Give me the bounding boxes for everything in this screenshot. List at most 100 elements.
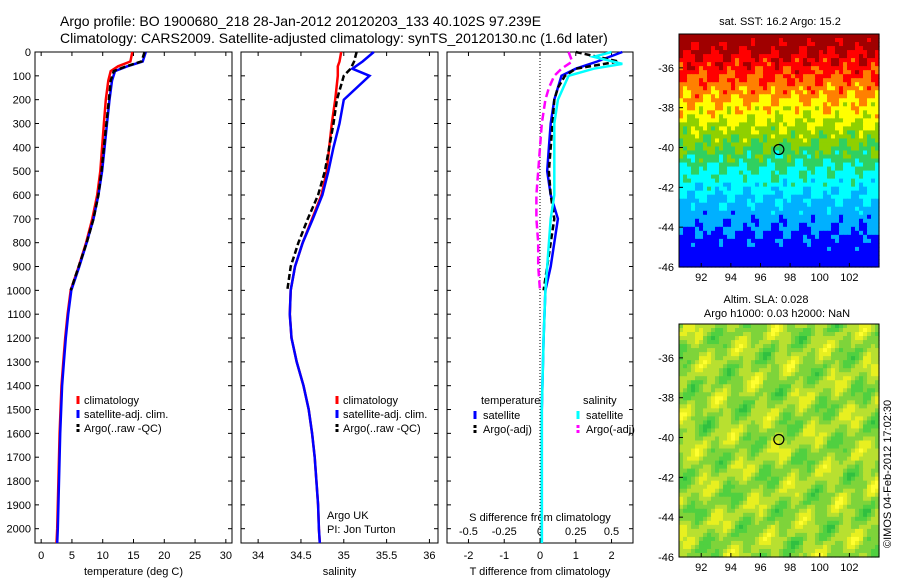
map-cell (771, 34, 776, 39)
map-cell (871, 400, 876, 405)
map-cell (823, 384, 828, 389)
map-cell (815, 54, 820, 59)
map-cell (843, 190, 848, 196)
y-tick-label: 400 (13, 142, 31, 154)
map-cell (695, 250, 700, 256)
map-cell (711, 66, 716, 71)
map-cell (775, 262, 780, 268)
map-cell (691, 178, 696, 184)
map-cell (863, 170, 868, 176)
map-cell (855, 178, 860, 184)
map-cell (827, 110, 832, 115)
map-cell (803, 218, 808, 224)
map-cell (695, 66, 700, 71)
map-cell (791, 130, 796, 136)
map-cell (775, 102, 780, 107)
map-cell (835, 218, 840, 224)
map-cell (755, 396, 760, 401)
map-cell (811, 444, 816, 450)
map-cell (683, 90, 688, 95)
map-cell (795, 348, 800, 353)
map-cell (867, 372, 872, 377)
map-cell (755, 376, 760, 381)
map-cell (815, 368, 820, 373)
map-cell (683, 70, 688, 75)
map-cell (699, 324, 704, 329)
map-cell (755, 214, 760, 220)
map-cell (803, 94, 808, 99)
map-cell (803, 412, 808, 417)
map-cell (739, 444, 744, 450)
map-cell (771, 440, 776, 446)
map-cell (763, 102, 768, 107)
map-cell (851, 118, 856, 123)
map-cell (779, 460, 784, 466)
map-cell (851, 66, 856, 71)
map-cell (831, 174, 836, 180)
map-cell (783, 340, 788, 345)
map-cell (691, 182, 696, 188)
map-cell (739, 234, 744, 240)
map-cell (703, 432, 708, 438)
map-cell (727, 372, 732, 377)
map-cell (807, 142, 812, 148)
map-cell (871, 158, 876, 164)
map-cell (739, 190, 744, 196)
map-cell (831, 122, 836, 127)
map-cell (683, 384, 688, 389)
map-cell (691, 404, 696, 409)
map-cell (679, 34, 684, 39)
map-cell (735, 102, 740, 107)
map-cell (831, 130, 836, 136)
map-cell (807, 384, 812, 389)
map-cell (835, 424, 840, 430)
map-cell (775, 348, 780, 353)
map-cell (791, 234, 796, 240)
map-cell (779, 412, 784, 417)
map-cell (815, 182, 820, 188)
map-cell (783, 226, 788, 232)
map-cell (839, 416, 844, 422)
map-cell (807, 344, 812, 349)
map-cell (739, 226, 744, 232)
map-cell (799, 214, 804, 220)
map-cell (727, 348, 732, 353)
map-cell (695, 396, 700, 401)
map-cell (815, 134, 820, 140)
map-cell (691, 50, 696, 55)
map-cell (875, 380, 880, 385)
map-cell (827, 424, 832, 430)
map-cell (731, 246, 736, 252)
map-cell (839, 210, 844, 216)
map-cell (683, 130, 688, 136)
map-cell (751, 238, 756, 244)
map-cell (699, 54, 704, 59)
map-cell (747, 392, 752, 397)
map-cell (795, 452, 800, 458)
map-cell (747, 258, 752, 264)
map-cell (871, 42, 876, 47)
map-cell (847, 400, 852, 405)
map-cell (771, 54, 776, 59)
map-cell (739, 54, 744, 59)
map-cell (839, 258, 844, 264)
map-cell (731, 170, 736, 176)
map-cell (795, 198, 800, 204)
map-cell (823, 464, 828, 470)
map-cell (831, 324, 836, 329)
map-cell (807, 46, 812, 51)
map-cell (779, 66, 784, 71)
map-cell (747, 254, 752, 260)
map-cell (835, 428, 840, 434)
map-cell (771, 392, 776, 397)
map-cell (735, 336, 740, 341)
map-cell (827, 364, 832, 369)
map-cell (763, 444, 768, 450)
map-cell (759, 368, 764, 373)
map-cell (819, 360, 824, 365)
map-cell (843, 70, 848, 75)
y-tick-label: 0 (25, 47, 31, 59)
map-cell (751, 456, 756, 462)
map-cell (735, 408, 740, 413)
legend-label: satellite-adj. clim. (343, 409, 427, 421)
